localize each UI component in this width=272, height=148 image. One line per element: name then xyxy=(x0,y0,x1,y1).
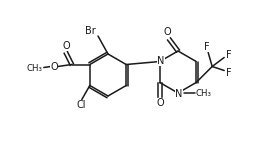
Text: Br: Br xyxy=(85,26,95,36)
Text: O: O xyxy=(62,41,70,50)
Text: CH₃: CH₃ xyxy=(196,89,212,98)
Text: N: N xyxy=(175,89,183,99)
Text: F: F xyxy=(226,49,232,59)
Text: CH₃: CH₃ xyxy=(27,64,43,73)
Text: O: O xyxy=(156,99,164,108)
Text: O: O xyxy=(50,62,58,71)
Text: N: N xyxy=(157,56,165,66)
Text: O: O xyxy=(163,27,171,37)
Text: F: F xyxy=(204,41,210,52)
Text: Cl: Cl xyxy=(76,100,86,111)
Text: F: F xyxy=(226,67,232,78)
